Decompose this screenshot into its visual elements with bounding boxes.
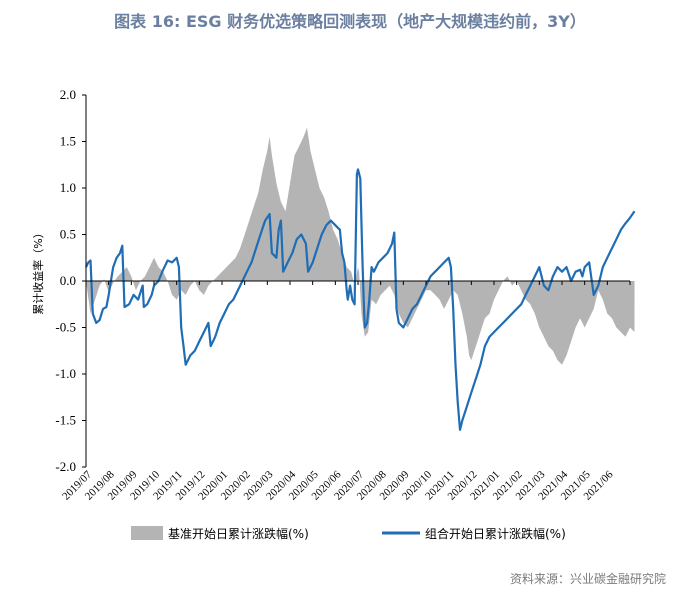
legend: 基准开始日累计涨跌幅(%) 组合开始日累计涨跌幅(%) bbox=[131, 526, 566, 541]
y-axis-title: 累计收益率（%） bbox=[31, 227, 45, 314]
y-tick-label: 1.0 bbox=[60, 180, 76, 195]
y-tick-label: -1.0 bbox=[55, 366, 76, 381]
portfolio-line bbox=[85, 168, 636, 431]
y-tick-label: 1.5 bbox=[60, 134, 76, 149]
series-layer bbox=[85, 127, 636, 431]
source-note: 资料来源：兴业碳金融研究院 bbox=[509, 572, 666, 586]
legend-swatch-benchmark bbox=[131, 526, 163, 540]
chart-title: 图表 16: ESG 财务优选策略回测表现（地产大规模违约前，3Y） bbox=[114, 12, 586, 31]
legend-label-benchmark: 基准开始日累计涨跌幅(%) bbox=[168, 526, 309, 541]
legend-label-portfolio: 组合开始日累计涨跌幅(%) bbox=[425, 526, 566, 541]
y-tick-label: -1.5 bbox=[55, 413, 76, 428]
y-tick-label: 0.0 bbox=[60, 273, 76, 288]
y-tick-label: 0.5 bbox=[60, 227, 76, 242]
y-tick-label: 2.0 bbox=[60, 87, 76, 102]
y-tick-label: -2.0 bbox=[55, 459, 76, 474]
benchmark-area bbox=[86, 127, 635, 365]
y-tick-label: -0.5 bbox=[55, 320, 76, 335]
